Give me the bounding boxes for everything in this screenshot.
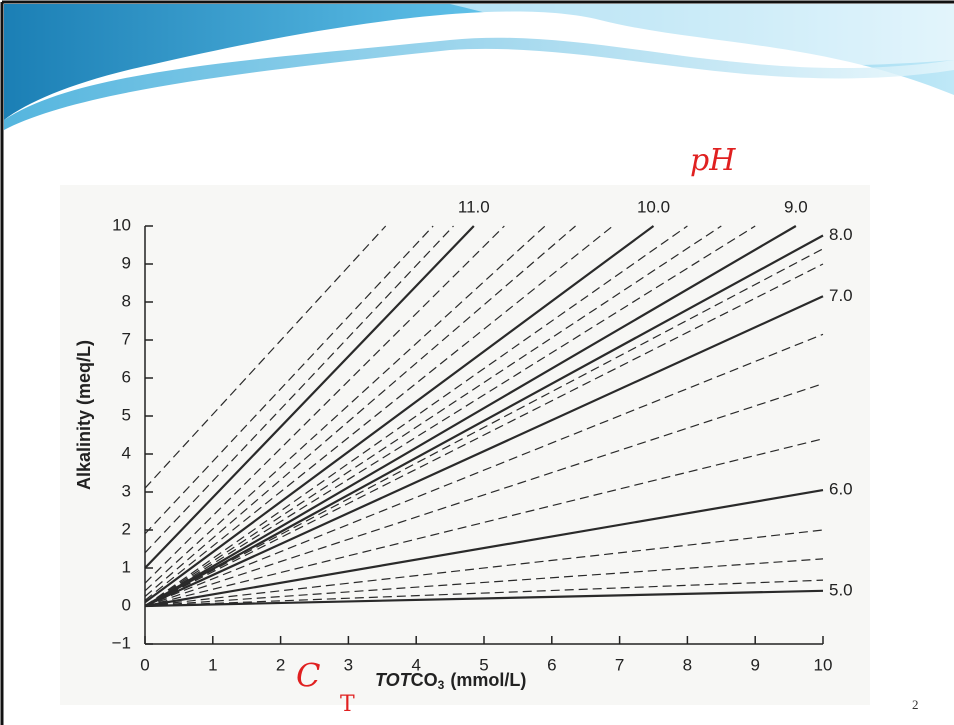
dashed-line	[144, 558, 824, 607]
x-tick-label: 0	[140, 655, 149, 674]
page-number: 2	[912, 697, 919, 712]
x-tick-label: 7	[615, 655, 624, 674]
x-label-sub: 3	[438, 678, 445, 692]
header-wave-2	[4, 37, 954, 130]
y-tick-label: 2	[122, 519, 131, 538]
x-tick-label: 5	[479, 655, 488, 674]
y-tick-label: 3	[122, 481, 131, 500]
x-tick-label: 1	[208, 655, 217, 674]
solid-line	[144, 295, 824, 608]
line-label: 10.0	[637, 197, 670, 216]
y-axis-label: Alkalinity (meq/L)	[74, 340, 94, 490]
line-label: 6.0	[829, 480, 853, 499]
y-tick-label: −1	[112, 633, 131, 652]
dashed-line	[144, 438, 824, 607]
dashed-line	[144, 248, 824, 607]
solid-line	[144, 225, 655, 604]
dashed-line	[144, 225, 505, 584]
x-label-main: CO	[411, 670, 438, 690]
handwritten-ct: C	[296, 657, 320, 695]
line-label: 7.0	[829, 286, 853, 305]
handwritten-ct-sub: T	[340, 692, 355, 717]
solid-line	[144, 589, 824, 608]
x-tick-label: 6	[547, 655, 556, 674]
x-tick-label: 8	[683, 655, 692, 674]
line-label: 11.0	[458, 197, 490, 216]
x-tick-label: 4	[411, 655, 420, 674]
dashed-line	[144, 225, 576, 597]
y-tick-label: 1	[122, 557, 131, 576]
dashed-line	[144, 225, 546, 592]
solid-line	[144, 234, 824, 607]
dashed-line	[144, 225, 614, 601]
dashed-line	[144, 225, 688, 607]
dashed-line	[144, 579, 824, 607]
dashed-line	[144, 529, 824, 607]
y-tick-label: 4	[122, 443, 131, 462]
chart: Alkalinity (meq/L) TOTCO3 (mmol/L) −10123…	[74, 197, 853, 692]
x-tick-label: 3	[344, 655, 353, 674]
solid-line	[144, 489, 824, 608]
y-tick-label: 6	[122, 367, 131, 386]
dashed-line	[144, 225, 434, 535]
x-label-unit: (mmol/L)	[450, 670, 526, 690]
y-tick-label: 7	[122, 329, 131, 348]
y-tick-label: 10	[112, 215, 131, 234]
handwritten-ph: pH	[690, 143, 736, 178]
x-tick-label: 10	[814, 655, 833, 674]
line-label: 8.0	[829, 225, 853, 244]
dashed-line	[144, 225, 454, 554]
dashed-line	[144, 225, 387, 489]
dashed-line	[144, 225, 722, 607]
y-tick-label: 5	[122, 405, 131, 424]
y-tick-label: 9	[122, 253, 131, 272]
header-highlight	[450, 4, 954, 66]
line-label: 9.0	[784, 197, 808, 216]
x-tick-label: 2	[276, 655, 285, 674]
solid-line	[144, 225, 797, 607]
x-tick-label: 9	[750, 655, 759, 674]
dashed-line	[144, 333, 824, 607]
y-tick-label: 8	[122, 291, 131, 310]
x-axis-label: TOTCO3 (mmol/L)	[375, 670, 526, 692]
line-label: 5.0	[829, 580, 853, 599]
solid-line	[144, 225, 475, 569]
dashed-line	[144, 383, 824, 607]
dashed-line	[144, 225, 756, 607]
y-tick-label: 0	[122, 595, 131, 614]
x-label-italic: TOT	[375, 670, 413, 690]
dashed-line	[144, 263, 824, 607]
